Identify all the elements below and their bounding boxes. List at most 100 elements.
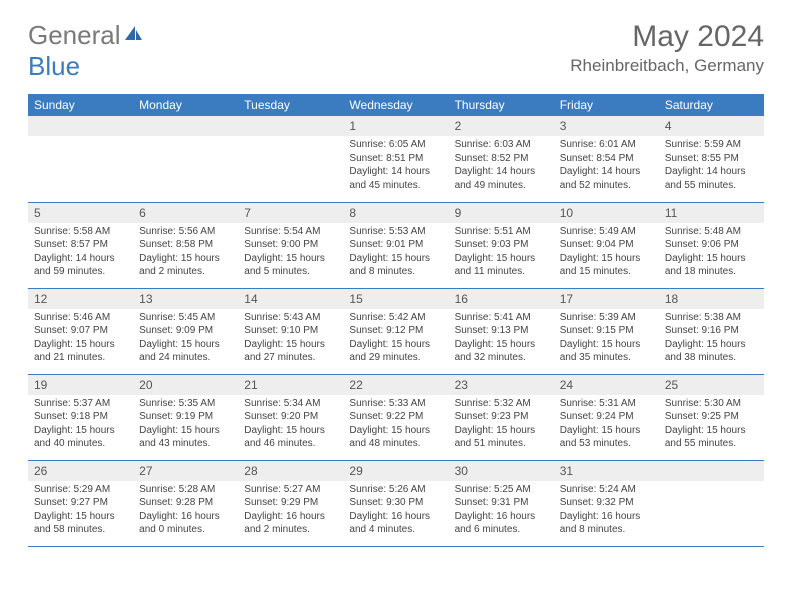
day-number: 4 bbox=[659, 116, 764, 136]
weekday-header: Monday bbox=[133, 94, 238, 116]
calendar-day-cell: 20Sunrise: 5:35 AMSunset: 9:19 PMDayligh… bbox=[133, 374, 238, 460]
day-number: 17 bbox=[554, 289, 659, 309]
calendar-week-row: 26Sunrise: 5:29 AMSunset: 9:27 PMDayligh… bbox=[28, 460, 764, 546]
calendar-day-cell: 13Sunrise: 5:45 AMSunset: 9:09 PMDayligh… bbox=[133, 288, 238, 374]
calendar-day-cell: 29Sunrise: 5:26 AMSunset: 9:30 PMDayligh… bbox=[343, 460, 448, 546]
calendar-week-row: 1Sunrise: 6:05 AMSunset: 8:51 PMDaylight… bbox=[28, 116, 764, 202]
day-details: Sunrise: 5:42 AMSunset: 9:12 PMDaylight:… bbox=[343, 309, 448, 369]
calendar-day-cell: 27Sunrise: 5:28 AMSunset: 9:28 PMDayligh… bbox=[133, 460, 238, 546]
day-number: 25 bbox=[659, 375, 764, 395]
day-details: Sunrise: 5:24 AMSunset: 9:32 PMDaylight:… bbox=[554, 481, 659, 541]
day-details: Sunrise: 6:01 AMSunset: 8:54 PMDaylight:… bbox=[554, 136, 659, 196]
day-details: Sunrise: 5:39 AMSunset: 9:15 PMDaylight:… bbox=[554, 309, 659, 369]
calendar-week-row: 12Sunrise: 5:46 AMSunset: 9:07 PMDayligh… bbox=[28, 288, 764, 374]
calendar-day-cell: 10Sunrise: 5:49 AMSunset: 9:04 PMDayligh… bbox=[554, 202, 659, 288]
calendar-week-row: 5Sunrise: 5:58 AMSunset: 8:57 PMDaylight… bbox=[28, 202, 764, 288]
day-number-empty bbox=[133, 116, 238, 136]
calendar-header-row: SundayMondayTuesdayWednesdayThursdayFrid… bbox=[28, 94, 764, 116]
day-details: Sunrise: 5:43 AMSunset: 9:10 PMDaylight:… bbox=[238, 309, 343, 369]
day-number: 31 bbox=[554, 461, 659, 481]
page-header: General Blue May 2024 Rheinbreitbach, Ge… bbox=[28, 20, 764, 82]
calendar-day-cell: 15Sunrise: 5:42 AMSunset: 9:12 PMDayligh… bbox=[343, 288, 448, 374]
weekday-header: Thursday bbox=[449, 94, 554, 116]
calendar-day-cell: 26Sunrise: 5:29 AMSunset: 9:27 PMDayligh… bbox=[28, 460, 133, 546]
day-number: 12 bbox=[28, 289, 133, 309]
calendar-empty-cell bbox=[659, 460, 764, 546]
day-details: Sunrise: 5:26 AMSunset: 9:30 PMDaylight:… bbox=[343, 481, 448, 541]
day-number: 7 bbox=[238, 203, 343, 223]
calendar-day-cell: 6Sunrise: 5:56 AMSunset: 8:58 PMDaylight… bbox=[133, 202, 238, 288]
day-details: Sunrise: 5:27 AMSunset: 9:29 PMDaylight:… bbox=[238, 481, 343, 541]
calendar-day-cell: 28Sunrise: 5:27 AMSunset: 9:29 PMDayligh… bbox=[238, 460, 343, 546]
day-details: Sunrise: 5:33 AMSunset: 9:22 PMDaylight:… bbox=[343, 395, 448, 455]
day-number: 28 bbox=[238, 461, 343, 481]
day-details: Sunrise: 5:45 AMSunset: 9:09 PMDaylight:… bbox=[133, 309, 238, 369]
weekday-header: Saturday bbox=[659, 94, 764, 116]
day-details: Sunrise: 6:03 AMSunset: 8:52 PMDaylight:… bbox=[449, 136, 554, 196]
day-number-empty bbox=[659, 461, 764, 481]
day-details: Sunrise: 5:29 AMSunset: 9:27 PMDaylight:… bbox=[28, 481, 133, 541]
location-label: Rheinbreitbach, Germany bbox=[570, 56, 764, 76]
day-details: Sunrise: 5:30 AMSunset: 9:25 PMDaylight:… bbox=[659, 395, 764, 455]
day-details: Sunrise: 5:51 AMSunset: 9:03 PMDaylight:… bbox=[449, 223, 554, 283]
day-number: 27 bbox=[133, 461, 238, 481]
day-details: Sunrise: 5:34 AMSunset: 9:20 PMDaylight:… bbox=[238, 395, 343, 455]
day-details: Sunrise: 5:46 AMSunset: 9:07 PMDaylight:… bbox=[28, 309, 133, 369]
calendar-day-cell: 1Sunrise: 6:05 AMSunset: 8:51 PMDaylight… bbox=[343, 116, 448, 202]
day-details: Sunrise: 5:28 AMSunset: 9:28 PMDaylight:… bbox=[133, 481, 238, 541]
day-number: 20 bbox=[133, 375, 238, 395]
calendar-day-cell: 4Sunrise: 5:59 AMSunset: 8:55 PMDaylight… bbox=[659, 116, 764, 202]
day-number: 11 bbox=[659, 203, 764, 223]
calendar-day-cell: 3Sunrise: 6:01 AMSunset: 8:54 PMDaylight… bbox=[554, 116, 659, 202]
day-details: Sunrise: 5:53 AMSunset: 9:01 PMDaylight:… bbox=[343, 223, 448, 283]
day-number: 23 bbox=[449, 375, 554, 395]
day-number: 21 bbox=[238, 375, 343, 395]
day-number: 3 bbox=[554, 116, 659, 136]
calendar-day-cell: 24Sunrise: 5:31 AMSunset: 9:24 PMDayligh… bbox=[554, 374, 659, 460]
day-number: 6 bbox=[133, 203, 238, 223]
day-number: 26 bbox=[28, 461, 133, 481]
day-number: 30 bbox=[449, 461, 554, 481]
calendar-empty-cell bbox=[133, 116, 238, 202]
day-details: Sunrise: 5:38 AMSunset: 9:16 PMDaylight:… bbox=[659, 309, 764, 369]
weekday-header: Sunday bbox=[28, 94, 133, 116]
day-number: 8 bbox=[343, 203, 448, 223]
calendar-day-cell: 21Sunrise: 5:34 AMSunset: 9:20 PMDayligh… bbox=[238, 374, 343, 460]
title-block: May 2024 Rheinbreitbach, Germany bbox=[570, 20, 764, 76]
day-number: 29 bbox=[343, 461, 448, 481]
calendar-day-cell: 7Sunrise: 5:54 AMSunset: 9:00 PMDaylight… bbox=[238, 202, 343, 288]
calendar-day-cell: 9Sunrise: 5:51 AMSunset: 9:03 PMDaylight… bbox=[449, 202, 554, 288]
weekday-header: Tuesday bbox=[238, 94, 343, 116]
day-number: 14 bbox=[238, 289, 343, 309]
day-details: Sunrise: 5:25 AMSunset: 9:31 PMDaylight:… bbox=[449, 481, 554, 541]
calendar-empty-cell bbox=[28, 116, 133, 202]
calendar-day-cell: 25Sunrise: 5:30 AMSunset: 9:25 PMDayligh… bbox=[659, 374, 764, 460]
day-details: Sunrise: 5:48 AMSunset: 9:06 PMDaylight:… bbox=[659, 223, 764, 283]
day-details: Sunrise: 6:05 AMSunset: 8:51 PMDaylight:… bbox=[343, 136, 448, 196]
calendar-table: SundayMondayTuesdayWednesdayThursdayFrid… bbox=[28, 94, 764, 547]
day-number: 10 bbox=[554, 203, 659, 223]
calendar-day-cell: 5Sunrise: 5:58 AMSunset: 8:57 PMDaylight… bbox=[28, 202, 133, 288]
calendar-day-cell: 22Sunrise: 5:33 AMSunset: 9:22 PMDayligh… bbox=[343, 374, 448, 460]
day-number: 19 bbox=[28, 375, 133, 395]
day-number: 18 bbox=[659, 289, 764, 309]
day-number-empty bbox=[28, 116, 133, 136]
day-number: 15 bbox=[343, 289, 448, 309]
day-details: Sunrise: 5:59 AMSunset: 8:55 PMDaylight:… bbox=[659, 136, 764, 196]
day-details: Sunrise: 5:58 AMSunset: 8:57 PMDaylight:… bbox=[28, 223, 133, 283]
day-number: 24 bbox=[554, 375, 659, 395]
day-details: Sunrise: 5:32 AMSunset: 9:23 PMDaylight:… bbox=[449, 395, 554, 455]
calendar-day-cell: 19Sunrise: 5:37 AMSunset: 9:18 PMDayligh… bbox=[28, 374, 133, 460]
month-title: May 2024 bbox=[570, 20, 764, 54]
day-details: Sunrise: 5:54 AMSunset: 9:00 PMDaylight:… bbox=[238, 223, 343, 283]
calendar-day-cell: 12Sunrise: 5:46 AMSunset: 9:07 PMDayligh… bbox=[28, 288, 133, 374]
day-details: Sunrise: 5:31 AMSunset: 9:24 PMDaylight:… bbox=[554, 395, 659, 455]
calendar-day-cell: 16Sunrise: 5:41 AMSunset: 9:13 PMDayligh… bbox=[449, 288, 554, 374]
day-number-empty bbox=[238, 116, 343, 136]
day-number: 22 bbox=[343, 375, 448, 395]
calendar-day-cell: 23Sunrise: 5:32 AMSunset: 9:23 PMDayligh… bbox=[449, 374, 554, 460]
calendar-day-cell: 2Sunrise: 6:03 AMSunset: 8:52 PMDaylight… bbox=[449, 116, 554, 202]
day-number: 16 bbox=[449, 289, 554, 309]
sail-icon bbox=[123, 20, 143, 51]
calendar-day-cell: 11Sunrise: 5:48 AMSunset: 9:06 PMDayligh… bbox=[659, 202, 764, 288]
